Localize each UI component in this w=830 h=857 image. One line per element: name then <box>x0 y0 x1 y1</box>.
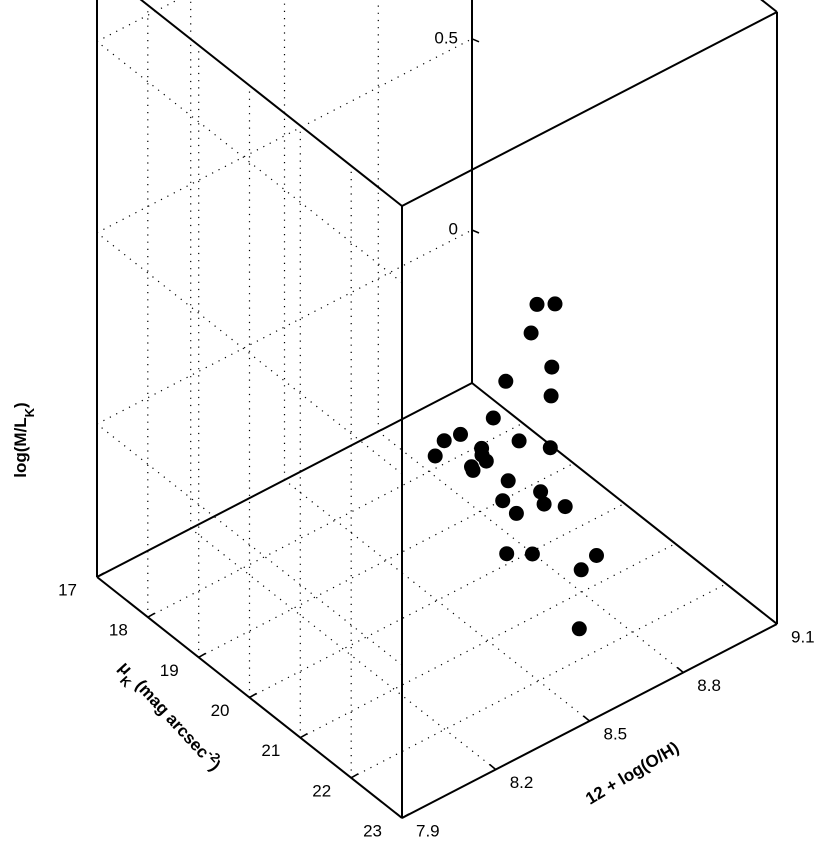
left-wall-grid-line-z <box>96 423 403 666</box>
data-point <box>571 621 587 637</box>
data-point <box>557 499 573 515</box>
x-tick-label: 8.5 <box>604 724 628 743</box>
data-point <box>536 496 552 512</box>
y-tick-mark <box>147 612 156 618</box>
y-tick-label: 22 <box>312 781 331 800</box>
z-tick-mark <box>471 229 480 234</box>
box-edge-floor-right <box>96 382 473 578</box>
grid-lines <box>96 0 778 819</box>
data-point <box>523 325 539 341</box>
y-tick-label: 19 <box>160 661 179 680</box>
x-tick-label: 9.1 <box>791 627 815 646</box>
x-tick-mark <box>395 812 403 819</box>
box-edge-top <box>401 11 778 207</box>
data-point <box>436 433 452 449</box>
right-wall-grid-line-z <box>96 229 473 425</box>
data-point <box>524 546 540 562</box>
y-tick-label: 17 <box>58 580 77 599</box>
data-point <box>465 462 481 478</box>
y-tick-label: 21 <box>261 741 280 760</box>
y-tick-mark <box>401 813 410 819</box>
tick-marks <box>96 38 778 819</box>
floor-grid-line-x <box>284 479 590 722</box>
floor-grid-line-y <box>198 462 574 658</box>
y-tick-mark <box>350 773 359 779</box>
data-point <box>485 410 501 426</box>
data-point <box>543 388 559 404</box>
right-wall-grid-line-z <box>96 0 179 43</box>
data-point <box>495 493 511 509</box>
z-tick-mark <box>471 38 480 43</box>
data-point <box>544 359 560 375</box>
z-tick-label: 0.5 <box>434 28 458 47</box>
data-point <box>542 440 558 456</box>
data-point <box>508 505 524 521</box>
x-tick-mark <box>489 763 497 771</box>
x-axis-title: 12 + log(O/H) <box>582 738 682 809</box>
data-point <box>474 447 490 463</box>
floor-grid-line-y <box>147 422 524 618</box>
data-point <box>453 426 468 442</box>
data-point <box>573 562 589 578</box>
y-tick-mark <box>96 572 105 578</box>
floor-grid-line-y <box>300 543 676 739</box>
x-tick-mark <box>770 618 778 625</box>
z-tick-label: 0 <box>449 219 458 238</box>
y-tick-mark <box>299 733 308 739</box>
z-axis-title: log(M/LK) <box>11 402 37 477</box>
data-point <box>498 373 514 389</box>
y-tick-mark <box>249 692 257 699</box>
x-tick-label: 8.8 <box>697 676 721 695</box>
data-point <box>499 546 515 562</box>
x-tick-label: 8.2 <box>510 773 534 792</box>
data-point <box>427 448 443 464</box>
x-tick-mark <box>582 715 591 722</box>
box-edge-top <box>139 0 403 207</box>
right-wall-grid-line-z <box>96 38 473 234</box>
data-points <box>427 296 604 637</box>
x-tick-label: 7.9 <box>416 821 440 840</box>
data-point <box>511 433 527 449</box>
data-point <box>589 548 604 563</box>
data-point <box>533 484 549 500</box>
left-wall-grid-line-z <box>96 41 403 283</box>
y-tick-label: 23 <box>363 821 382 840</box>
y-tick-label: 18 <box>109 621 128 640</box>
floor-grid-line-x <box>190 528 497 770</box>
box-front-edges <box>139 0 778 819</box>
box-edge-floor-back-right <box>471 382 778 625</box>
data-point <box>500 473 516 489</box>
x-tick-mark <box>676 666 684 674</box>
box-edge-top <box>760 0 778 13</box>
data-point <box>529 296 545 312</box>
y-tick-mark <box>198 652 207 658</box>
data-point <box>547 296 563 312</box>
y-tick-label: 20 <box>211 701 230 720</box>
floor-grid-line-y <box>249 502 625 699</box>
